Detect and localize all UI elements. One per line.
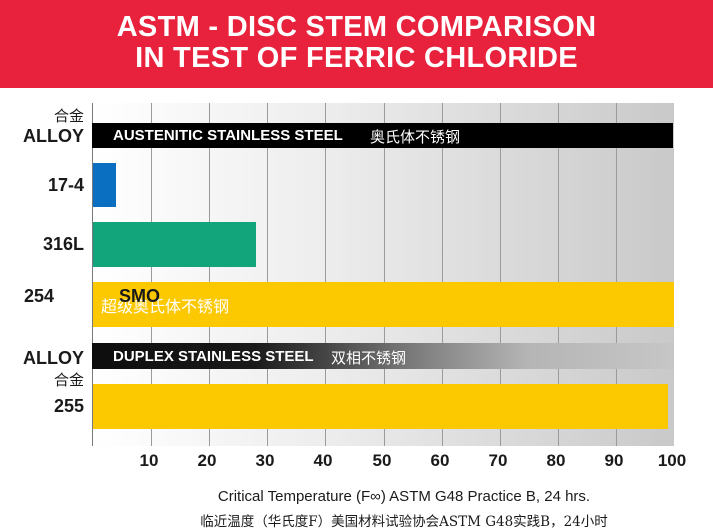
bar-17-4 — [93, 163, 117, 207]
x-tick-label-60: 60 — [430, 451, 450, 470]
austenitic-band-label-cn: 奥氏体不锈钢 — [370, 128, 461, 146]
x-tick-label-90: 90 — [604, 451, 624, 470]
x-axis-title: Critical Temperature (F∞) ASTM G48 Pract… — [217, 488, 591, 505]
alloy-mid-label: ALLOY — [23, 348, 84, 368]
x-tick-label-70: 70 — [488, 451, 508, 470]
duplex-band-label: DUPLEX STAINLESS STEEL — [113, 348, 314, 365]
gridline-20 — [209, 103, 210, 446]
gridline-30 — [267, 103, 268, 446]
category-label-254-smo: 254 SMO — [24, 286, 160, 306]
chart-title-line-1: ASTM - DISC STEM COMPARISON — [116, 11, 597, 43]
bar-254-smo-annotation: 超级奥氏体不锈钢 — [101, 297, 230, 316]
x-axis-title-cn: 临近温度（华氏度F）美国材料试验协会ASTM G48实践B，24小时 — [200, 514, 608, 530]
alloy-top-label: ALLOY — [23, 126, 84, 146]
chart-title-line-2: IN TEST OF FERRIC CHLORIDE — [135, 42, 578, 74]
category-label-17-4: 17-4 — [47, 175, 84, 195]
bar-316l — [93, 222, 256, 267]
gridline-40 — [325, 103, 326, 446]
duplex-band: DUPLEX STAINLESS STEEL 双相不锈钢 — [92, 343, 673, 369]
x-tick-label-100: 100 — [657, 451, 687, 470]
bar-255 — [93, 384, 669, 429]
x-tick-label-10: 10 — [139, 451, 159, 470]
x-tick-label-80: 80 — [546, 451, 566, 470]
austenitic-band-label: AUSTENITIC STAINLESS STEEL — [113, 127, 343, 144]
chart-title-banner: ASTM - DISC STEM COMPARISON IN TEST OF F… — [0, 0, 713, 88]
gridline-70 — [500, 103, 501, 446]
alloy-top-label-cn: 合金 — [53, 107, 84, 125]
category-label-255: 255 — [53, 396, 84, 416]
category-label-316l: 316L — [42, 234, 84, 254]
x-tick-label-50: 50 — [372, 451, 392, 470]
x-tick-label-20: 20 — [197, 451, 217, 470]
gridline-10 — [151, 103, 152, 446]
gridline-80 — [558, 103, 559, 446]
gridline-50 — [384, 103, 385, 446]
austenitic-band: AUSTENITIC STAINLESS STEEL 奥氏体不锈钢 — [92, 123, 673, 148]
x-tick-label-30: 30 — [255, 451, 275, 470]
y-axis-line — [92, 103, 93, 446]
gridline-60 — [442, 103, 443, 446]
gridline-90 — [616, 103, 617, 446]
x-tick-label-40: 40 — [313, 451, 333, 470]
duplex-band-label-cn: 双相不锈钢 — [331, 349, 407, 367]
alloy-mid-label-cn: 合金 — [53, 371, 84, 389]
bar-254-smo: 超级奥氏体不锈钢 — [93, 282, 674, 327]
